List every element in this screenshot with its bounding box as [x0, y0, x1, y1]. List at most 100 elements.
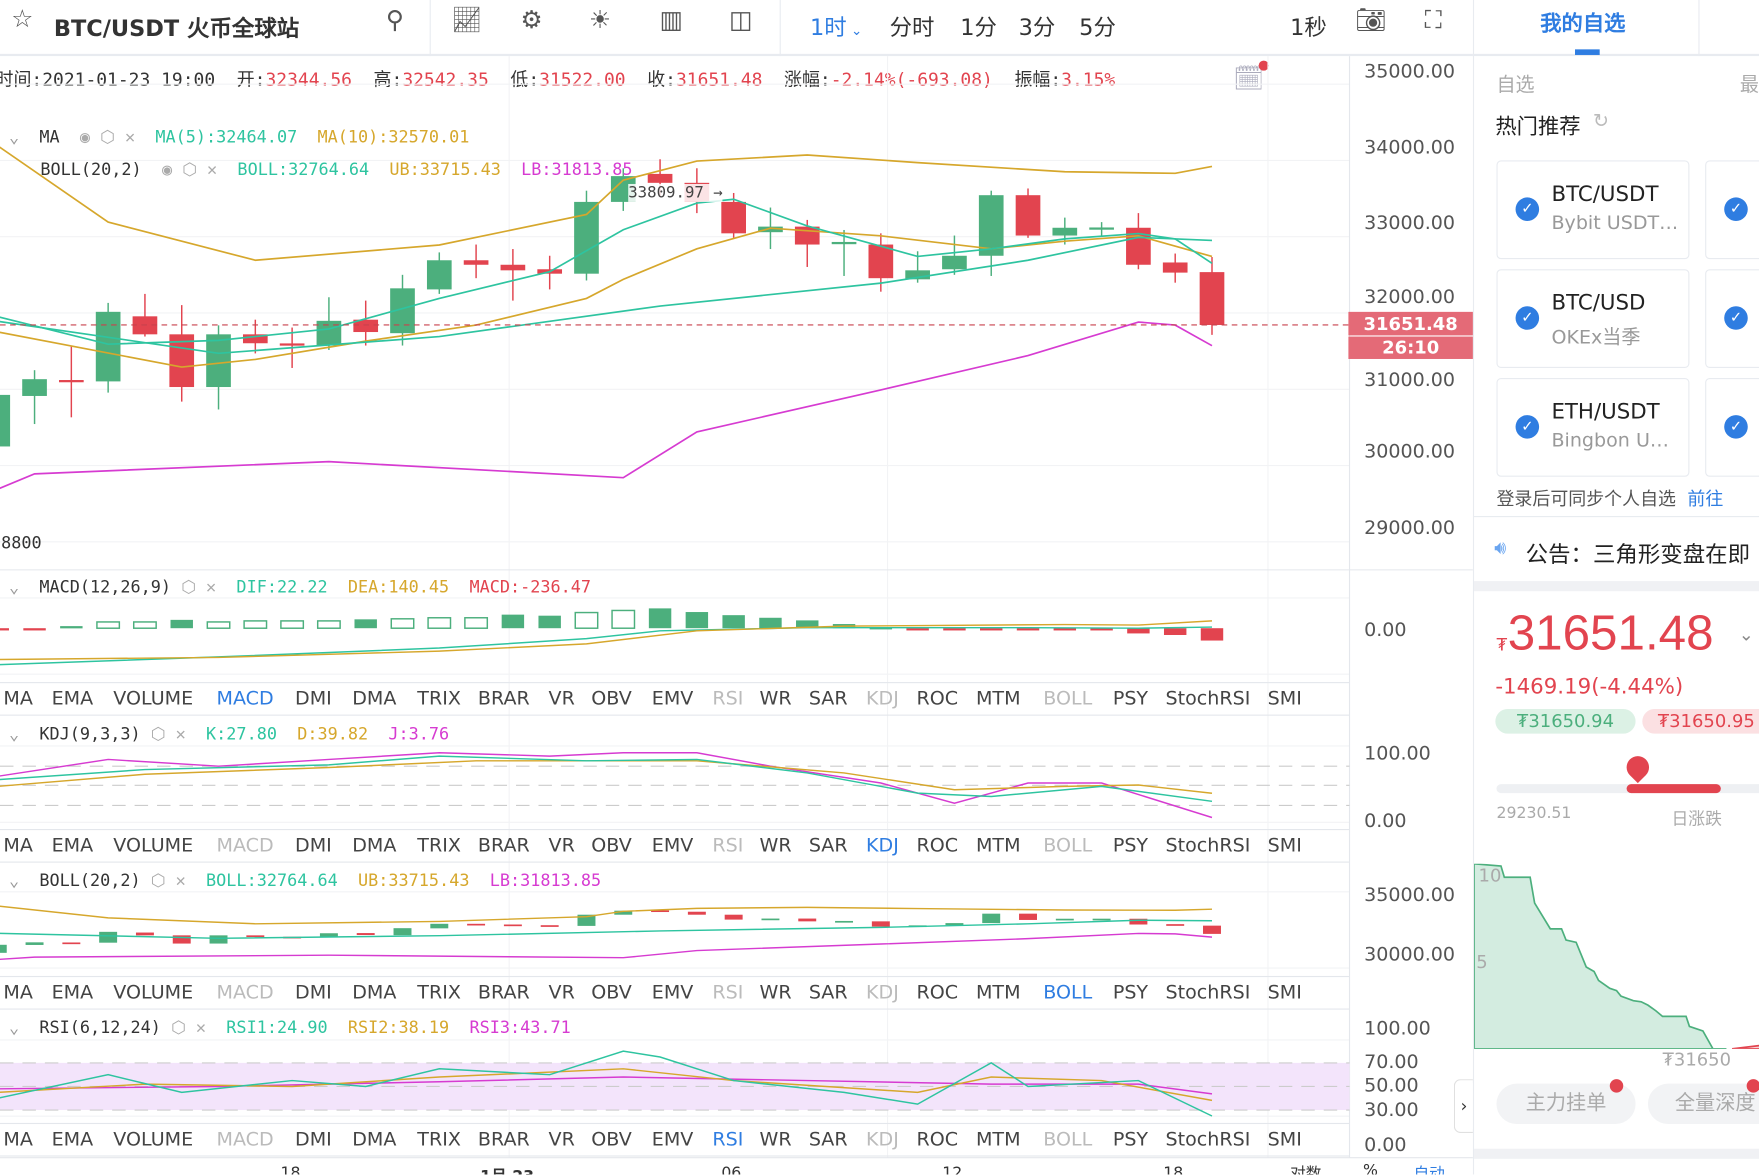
check-icon[interactable]: ✓ — [1515, 197, 1540, 221]
indicator-tab-dma[interactable]: DMA — [352, 981, 397, 1005]
indicator-tab-stochrsi[interactable]: StochRSI — [1165, 981, 1251, 1005]
indicator-tab-roc[interactable]: ROC — [916, 981, 959, 1005]
indicator-tab-wr[interactable]: WR — [759, 834, 792, 858]
gear-icon[interactable]: ⚙ — [520, 6, 543, 35]
indicator-tab-dmi[interactable]: DMI — [295, 834, 332, 858]
indicator-tab-ma[interactable]: MA — [3, 834, 33, 858]
indicator-icon[interactable]: 📈︎ — [450, 6, 483, 35]
camera-icon[interactable]: 📷︎ — [1355, 6, 1387, 35]
tab-my-watchlist[interactable]: 我的自选 — [1540, 11, 1626, 36]
indicator-tab-wr[interactable]: WR — [759, 981, 792, 1005]
watchlist-card[interactable]: ✓ ETH/USDT Bingbon U… — [1496, 378, 1690, 477]
chart-window-icon[interactable]: ◫ — [729, 6, 753, 35]
indicator-tab-trix[interactable]: TRIX — [417, 981, 461, 1005]
indicator-tab-smi[interactable]: SMI — [1267, 1128, 1302, 1151]
indicator-tab-roc[interactable]: ROC — [916, 1128, 959, 1151]
indicator-tab-psy[interactable]: PSY — [1112, 687, 1149, 711]
indicator-tab-ema[interactable]: EMA — [51, 1128, 94, 1151]
indicator-tab-volume[interactable]: VOLUME — [113, 834, 194, 858]
indicator-tab-emv[interactable]: EMV — [651, 834, 694, 858]
watchlist-card[interactable]: ✓ — [1705, 160, 1759, 260]
indicator-tab-volume[interactable]: VOLUME — [113, 687, 194, 711]
indicator-tab-ma[interactable]: MA — [3, 1128, 33, 1151]
chevron-down-icon[interactable]: ⌄ — [1738, 623, 1754, 646]
indicator-tab-macd[interactable]: MACD — [216, 687, 274, 711]
indicator-tab-rsi[interactable]: RSI — [712, 1128, 744, 1151]
indicator-tab-boll[interactable]: BOLL — [1043, 687, 1093, 711]
indicator-tab-psy[interactable]: PSY — [1112, 1128, 1149, 1151]
indicator-tab-obv[interactable]: OBV — [591, 1128, 632, 1151]
check-icon[interactable]: ✓ — [1724, 415, 1748, 439]
indicator-tab-rsi[interactable]: RSI — [712, 981, 744, 1005]
log-scale-toggle[interactable]: 对数 — [1290, 1165, 1322, 1175]
login-link[interactable]: 前往 — [1687, 487, 1724, 510]
indicator-tab-dmi[interactable]: DMI — [295, 687, 332, 711]
indicator-tab-volume[interactable]: VOLUME — [113, 1128, 194, 1151]
indicator-tab-dmi[interactable]: DMI — [295, 1128, 332, 1151]
indicator-tab-kdj[interactable]: KDJ — [866, 981, 899, 1005]
indicator-tab-dma[interactable]: DMA — [352, 834, 397, 858]
depth-chart[interactable]: 10 5 — [1474, 863, 1759, 1049]
indicator-tab-volume[interactable]: VOLUME — [113, 981, 194, 1005]
indicator-tab-psy[interactable]: PSY — [1112, 834, 1149, 858]
layout-icon[interactable]: ▥ — [659, 6, 683, 35]
indicator-tab-trix[interactable]: TRIX — [417, 1128, 461, 1151]
indicator-tab-obv[interactable]: OBV — [591, 687, 632, 711]
indicator-tab-mtm[interactable]: MTM — [975, 981, 1021, 1005]
indicator-tab-ema[interactable]: EMA — [51, 687, 94, 711]
indicator-tab-vr[interactable]: VR — [548, 834, 575, 858]
indicator-tab-mtm[interactable]: MTM — [975, 687, 1021, 711]
check-icon[interactable]: ✓ — [1724, 197, 1748, 221]
indicator-tab-vr[interactable]: VR — [548, 1128, 575, 1151]
indicator-tab-dma[interactable]: DMA — [352, 687, 397, 711]
indicator-tab-ema[interactable]: EMA — [51, 981, 94, 1005]
indicator-tab-vr[interactable]: VR — [548, 687, 575, 711]
indicator-tab-mtm[interactable]: MTM — [975, 834, 1021, 858]
indicator-tab-sar[interactable]: SAR — [808, 981, 848, 1005]
indicator-tab-stochrsi[interactable]: StochRSI — [1165, 1128, 1251, 1151]
refresh-icon[interactable]: ↻ — [1592, 109, 1609, 133]
watchlist-card[interactable]: ✓ — [1705, 378, 1759, 477]
percent-scale-toggle[interactable]: % — [1362, 1162, 1378, 1175]
indicator-tab-brar[interactable]: BRAR — [477, 981, 530, 1005]
indicator-tab-emv[interactable]: EMV — [651, 687, 694, 711]
indicator-tab-macd[interactable]: MACD — [216, 834, 274, 858]
indicator-tab-boll[interactable]: BOLL — [1043, 1128, 1093, 1151]
search-icon[interactable]: ⚲ — [385, 6, 404, 35]
indicator-tab-brar[interactable]: BRAR — [477, 687, 530, 711]
watchlist-card[interactable]: ✓ BTC/USDT Bybit USDT… — [1496, 160, 1690, 260]
indicator-tab-macd[interactable]: MACD — [216, 981, 274, 1005]
indicator-tab-smi[interactable]: SMI — [1267, 834, 1302, 858]
indicator-tab-wr[interactable]: WR — [759, 1128, 792, 1151]
check-icon[interactable]: ✓ — [1515, 306, 1540, 330]
indicator-tab-kdj[interactable]: KDJ — [866, 687, 899, 711]
timeframe-1m[interactable]: 1分 — [960, 13, 997, 41]
indicator-tab-dmi[interactable]: DMI — [295, 981, 332, 1005]
indicator-tab-ma[interactable]: MA — [3, 981, 33, 1005]
indicator-tab-boll[interactable]: BOLL — [1043, 834, 1093, 858]
timeframe-3m[interactable]: 3分 — [1018, 13, 1056, 41]
indicator-tab-macd[interactable]: MACD — [216, 1128, 274, 1151]
indicator-tab-vr[interactable]: VR — [548, 981, 575, 1005]
indicator-tab-sar[interactable]: SAR — [808, 1128, 848, 1151]
indicator-tab-ema[interactable]: EMA — [51, 834, 94, 858]
calendar-icon[interactable]: 🗓︎ — [1232, 65, 1265, 94]
subtab-watchlist[interactable]: 自选 — [1496, 74, 1535, 97]
indicator-tab-smi[interactable]: SMI — [1267, 981, 1302, 1005]
indicator-tab-sar[interactable]: SAR — [808, 687, 848, 711]
indicator-tab-trix[interactable]: TRIX — [417, 834, 461, 858]
check-icon[interactable]: ✓ — [1515, 415, 1540, 439]
indicator-tab-stochrsi[interactable]: StochRSI — [1165, 687, 1251, 711]
indicator-tab-emv[interactable]: EMV — [651, 1128, 694, 1151]
indicator-tab-rsi[interactable]: RSI — [712, 687, 744, 711]
timeframe-5m[interactable]: 5分 — [1079, 13, 1116, 41]
indicator-tab-brar[interactable]: BRAR — [477, 834, 530, 858]
indicator-tab-roc[interactable]: ROC — [916, 687, 959, 711]
watchlist-card[interactable]: ✓ — [1705, 269, 1759, 368]
timeframe-1h[interactable]: 1时 ⌄ — [809, 13, 863, 41]
indicator-tab-ma[interactable]: MA — [3, 687, 33, 711]
indicator-tab-trix[interactable]: TRIX — [417, 687, 461, 711]
check-icon[interactable]: ✓ — [1724, 306, 1748, 330]
indicator-tab-kdj[interactable]: KDJ — [866, 834, 899, 858]
fullscreen-icon[interactable]: ⛶ — [1424, 6, 1442, 35]
